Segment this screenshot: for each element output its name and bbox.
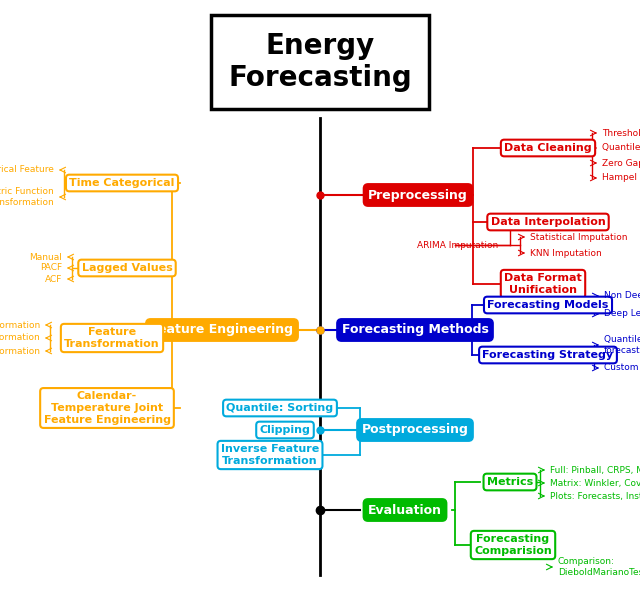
Text: Custom loss function: Custom loss function bbox=[604, 364, 640, 373]
Text: Manual: Manual bbox=[29, 252, 62, 261]
Text: Box-cox Transformation: Box-cox Transformation bbox=[0, 320, 40, 330]
Text: Lagged Values: Lagged Values bbox=[82, 263, 172, 273]
Text: Feature
Transformation: Feature Transformation bbox=[64, 327, 160, 349]
Text: Hampel Filter: Hampel Filter bbox=[602, 173, 640, 182]
Text: Clipping: Clipping bbox=[260, 425, 310, 435]
Text: Threshold Cleaning: Threshold Cleaning bbox=[602, 128, 640, 137]
Text: Logit Transformation: Logit Transformation bbox=[0, 347, 40, 356]
Text: Time Categorical: Time Categorical bbox=[69, 178, 175, 188]
Text: Data Format
Unification: Data Format Unification bbox=[504, 273, 582, 295]
Text: Non Deep Learning Methods: Non Deep Learning Methods bbox=[604, 291, 640, 300]
Text: Calendar-
Temperature Joint
Feature Engineering: Calendar- Temperature Joint Feature Engi… bbox=[44, 392, 170, 424]
Text: Metrics: Metrics bbox=[487, 477, 533, 487]
Text: Statistical Imputation: Statistical Imputation bbox=[530, 232, 627, 241]
Text: Energy
Forecasting: Energy Forecasting bbox=[228, 32, 412, 92]
Text: Matrix: Winkler, Coverage, etc: Matrix: Winkler, Coverage, etc bbox=[550, 478, 640, 488]
Text: Full: Pinball, CRPS, MASE, etc: Full: Pinball, CRPS, MASE, etc bbox=[550, 466, 640, 474]
Text: Data Interpolation: Data Interpolation bbox=[491, 217, 605, 227]
Text: Postprocessing: Postprocessing bbox=[362, 424, 468, 437]
Text: KNN Imputation: KNN Imputation bbox=[530, 249, 602, 258]
Text: Comparison:
DieboldMarianoTest: Comparison: DieboldMarianoTest bbox=[558, 558, 640, 577]
Text: Categorical Feature: Categorical Feature bbox=[0, 165, 54, 174]
Text: Log Transformation: Log Transformation bbox=[0, 334, 40, 342]
Text: Inverse Feature
Transformation: Inverse Feature Transformation bbox=[221, 444, 319, 466]
Text: Plots: Forecasts, Instant Error, etc: Plots: Forecasts, Instant Error, etc bbox=[550, 491, 640, 500]
Text: Quantile: Sorting: Quantile: Sorting bbox=[227, 403, 333, 413]
Text: PACF: PACF bbox=[40, 263, 62, 272]
Text: Evaluation: Evaluation bbox=[368, 503, 442, 517]
Text: Quantile loss probabilistic
forecasting: Quantile loss probabilistic forecasting bbox=[604, 335, 640, 354]
Text: Deep Learning Methods: Deep Learning Methods bbox=[604, 309, 640, 319]
Text: Quantile Range Cleaning: Quantile Range Cleaning bbox=[602, 143, 640, 153]
Text: Trigonometric Function
Transformation: Trigonometric Function Transformation bbox=[0, 187, 54, 207]
Text: ARIMA Imputation: ARIMA Imputation bbox=[417, 241, 499, 249]
Text: Forecasting Strategy: Forecasting Strategy bbox=[483, 350, 614, 360]
Text: Forecasting Methods: Forecasting Methods bbox=[342, 323, 488, 336]
Text: Data Cleaning: Data Cleaning bbox=[504, 143, 592, 153]
Text: Feature Engineering: Feature Engineering bbox=[150, 323, 294, 336]
Text: Forecasting
Comparision: Forecasting Comparision bbox=[474, 534, 552, 556]
Text: Zero Gap Cleaning: Zero Gap Cleaning bbox=[602, 159, 640, 167]
Text: ACF: ACF bbox=[45, 274, 62, 283]
Text: Forecasting Models: Forecasting Models bbox=[487, 300, 609, 310]
Text: Preprocessing: Preprocessing bbox=[368, 188, 468, 201]
